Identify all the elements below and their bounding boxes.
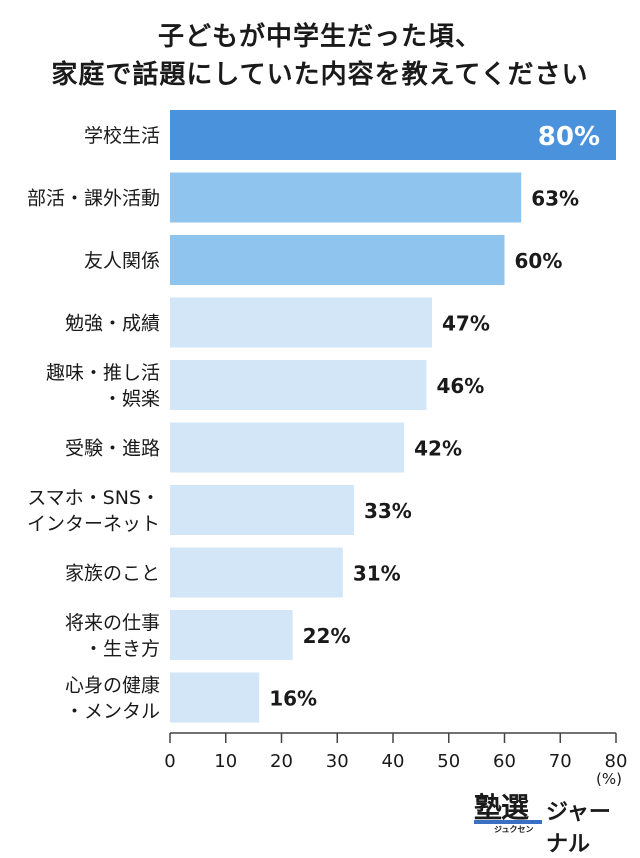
bar-8 xyxy=(170,610,293,660)
bar-3 xyxy=(170,297,433,348)
value-label-1: 63% xyxy=(531,187,579,211)
value-label-2: 60% xyxy=(515,249,563,273)
brand-logo: 塾選 ジュクセン ジャーナル xyxy=(470,786,630,857)
category-label-5: 受験・進路 xyxy=(65,438,160,460)
x-tick-label-2: 20 xyxy=(270,751,293,772)
logo-main-text: 塾選 xyxy=(474,791,529,824)
category-label-7: 家族のこと xyxy=(65,563,160,585)
category-label-2: 友人関係 xyxy=(84,250,160,272)
bar-5 xyxy=(170,422,405,473)
category-label-4-0: 趣味・推し活 xyxy=(46,362,160,384)
category-label-4-1: ・娯楽 xyxy=(103,388,160,410)
value-label-0: 80% xyxy=(538,122,600,152)
value-label-6: 33% xyxy=(364,499,412,523)
category-label-6-0: スマホ・SNS・ xyxy=(27,487,160,509)
logo-word-text: ジャーナル xyxy=(546,800,611,857)
category-label-3: 勉強・成績 xyxy=(65,313,160,335)
value-label-3: 47% xyxy=(442,312,490,336)
x-tick-label-7: 70 xyxy=(549,751,572,772)
logo-sub-text: ジュクセン xyxy=(494,825,534,834)
x-tick-label-4: 40 xyxy=(382,751,405,772)
x-tick-label-8: 80 xyxy=(605,751,628,772)
category-label-8-1: ・生き方 xyxy=(84,638,160,660)
x-tick-label-3: 30 xyxy=(326,751,349,772)
chart-title: 子どもが中学生だった頃、 家庭で話題にしていた内容を教えてください xyxy=(0,18,640,94)
category-label-6-1: インターネット xyxy=(27,513,160,535)
bar-4 xyxy=(170,360,427,410)
category-label-9-0: 心身の健康 xyxy=(65,675,160,697)
bar-9 xyxy=(170,672,260,723)
bar-7 xyxy=(170,547,343,598)
value-label-7: 31% xyxy=(353,562,401,586)
x-tick-label-1: 10 xyxy=(214,751,237,772)
category-label-0: 学校生活 xyxy=(84,125,160,147)
value-label-8: 22% xyxy=(303,624,351,648)
bar-6 xyxy=(170,485,354,535)
x-tick-label-5: 50 xyxy=(437,751,460,772)
bar-2 xyxy=(170,235,505,285)
axis-unit-label: (%) xyxy=(596,770,622,788)
x-tick-label-6: 60 xyxy=(493,751,516,772)
chart-title-line-2: 家庭で話題にしていた内容を教えてください xyxy=(51,60,589,90)
bar-1 xyxy=(170,172,522,223)
x-tick-label-0: 0 xyxy=(164,751,175,772)
category-label-8-0: 将来の仕事 xyxy=(65,612,160,634)
value-label-4: 46% xyxy=(436,374,484,398)
logo-underline xyxy=(474,820,542,824)
chart-title-line-1: 子どもが中学生だった頃、 xyxy=(157,22,482,52)
category-label-1: 部活・課外活動 xyxy=(27,188,160,210)
bar-0 xyxy=(170,110,616,160)
value-label-5: 42% xyxy=(414,437,462,461)
value-label-9: 16% xyxy=(269,687,317,711)
category-label-9-1: ・メンタル xyxy=(65,701,160,723)
